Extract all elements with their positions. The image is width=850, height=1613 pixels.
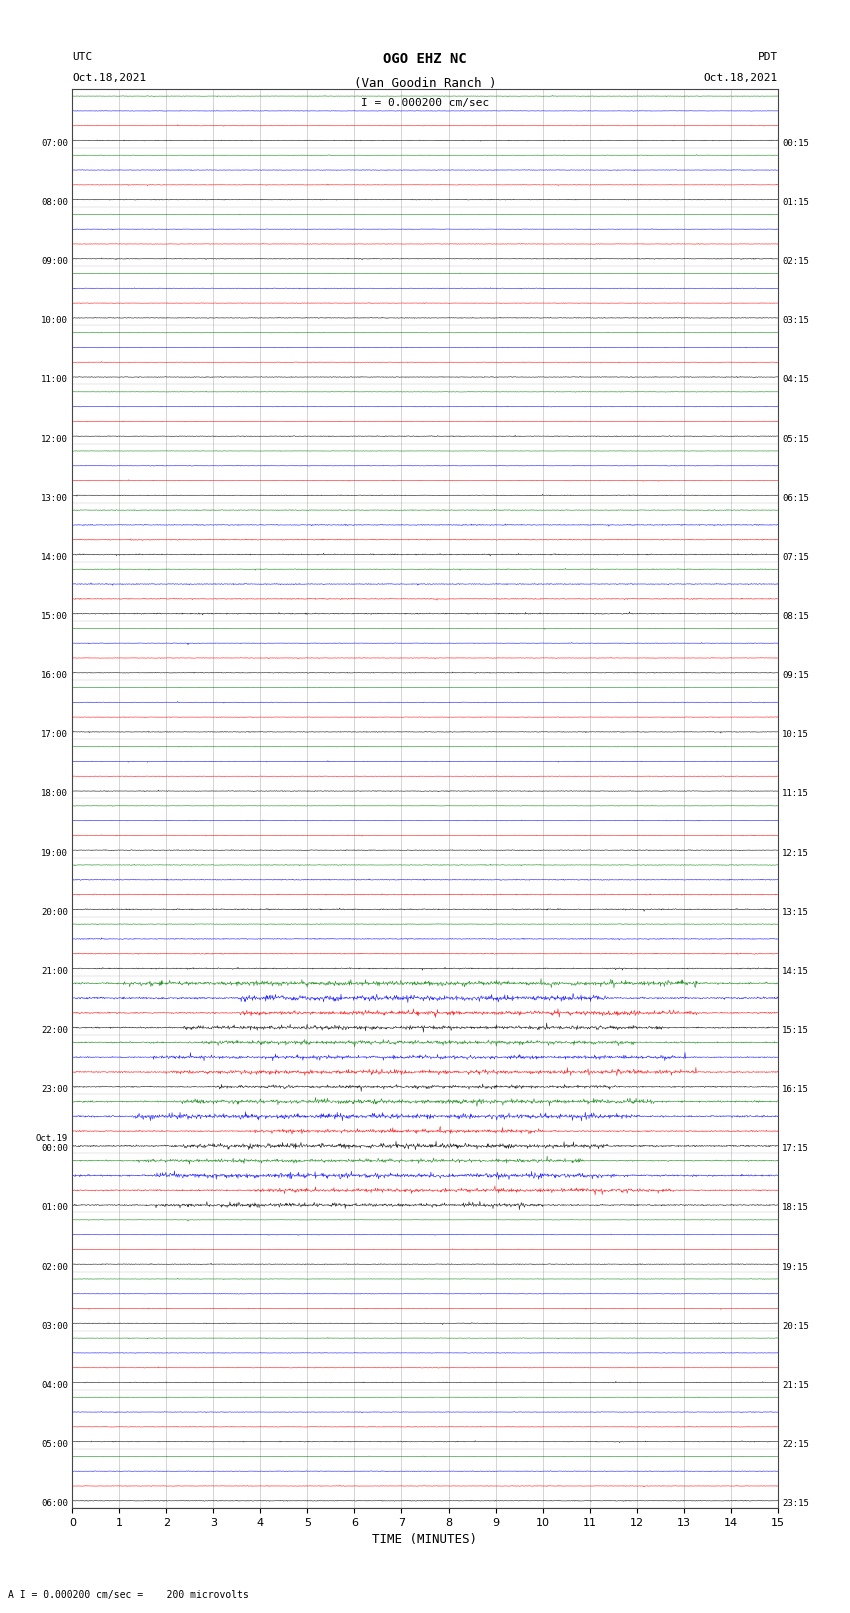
Text: 23:00: 23:00 xyxy=(41,1086,68,1094)
X-axis label: TIME (MINUTES): TIME (MINUTES) xyxy=(372,1534,478,1547)
Text: 03:00: 03:00 xyxy=(41,1321,68,1331)
Text: 10:00: 10:00 xyxy=(41,316,68,326)
Text: 02:00: 02:00 xyxy=(41,1263,68,1271)
Text: 01:15: 01:15 xyxy=(782,198,809,206)
Text: 16:15: 16:15 xyxy=(782,1086,809,1094)
Text: 13:15: 13:15 xyxy=(782,908,809,916)
Text: 23:15: 23:15 xyxy=(782,1498,809,1508)
Text: 09:15: 09:15 xyxy=(782,671,809,681)
Text: 04:00: 04:00 xyxy=(41,1381,68,1390)
Text: (Van Goodin Ranch ): (Van Goodin Ranch ) xyxy=(354,77,496,90)
Text: 05:15: 05:15 xyxy=(782,434,809,444)
Text: 18:15: 18:15 xyxy=(782,1203,809,1213)
Text: 20:00: 20:00 xyxy=(41,908,68,916)
Text: 18:00: 18:00 xyxy=(41,789,68,798)
Text: 08:00: 08:00 xyxy=(41,198,68,206)
Text: 10:15: 10:15 xyxy=(782,731,809,739)
Text: OGO EHZ NC: OGO EHZ NC xyxy=(383,52,467,66)
Text: 14:00: 14:00 xyxy=(41,553,68,561)
Text: 12:00: 12:00 xyxy=(41,434,68,444)
Text: 07:15: 07:15 xyxy=(782,553,809,561)
Text: 15:00: 15:00 xyxy=(41,611,68,621)
Text: 11:15: 11:15 xyxy=(782,789,809,798)
Text: 22:15: 22:15 xyxy=(782,1440,809,1448)
Text: I = 0.000200 cm/sec: I = 0.000200 cm/sec xyxy=(361,97,489,108)
Text: UTC: UTC xyxy=(72,52,93,63)
Text: 06:00: 06:00 xyxy=(41,1498,68,1508)
Text: 19:15: 19:15 xyxy=(782,1263,809,1271)
Text: 00:15: 00:15 xyxy=(782,139,809,148)
Text: 17:15: 17:15 xyxy=(782,1144,809,1153)
Text: 08:15: 08:15 xyxy=(782,611,809,621)
Text: A I = 0.000200 cm/sec =    200 microvolts: A I = 0.000200 cm/sec = 200 microvolts xyxy=(8,1590,249,1600)
Text: 02:15: 02:15 xyxy=(782,256,809,266)
Text: 20:15: 20:15 xyxy=(782,1321,809,1331)
Text: 01:00: 01:00 xyxy=(41,1203,68,1213)
Text: 15:15: 15:15 xyxy=(782,1026,809,1036)
Text: 21:00: 21:00 xyxy=(41,966,68,976)
Text: Oct.18,2021: Oct.18,2021 xyxy=(72,73,146,84)
Text: 21:15: 21:15 xyxy=(782,1381,809,1390)
Text: Oct.18,2021: Oct.18,2021 xyxy=(704,73,778,84)
Text: 03:15: 03:15 xyxy=(782,316,809,326)
Text: 19:00: 19:00 xyxy=(41,848,68,858)
Text: 05:00: 05:00 xyxy=(41,1440,68,1448)
Text: 13:00: 13:00 xyxy=(41,494,68,503)
Text: 11:00: 11:00 xyxy=(41,376,68,384)
Text: Oct.19
00:00: Oct.19 00:00 xyxy=(36,1134,68,1153)
Text: 12:15: 12:15 xyxy=(782,848,809,858)
Text: 14:15: 14:15 xyxy=(782,966,809,976)
Text: 16:00: 16:00 xyxy=(41,671,68,681)
Text: 06:15: 06:15 xyxy=(782,494,809,503)
Text: 17:00: 17:00 xyxy=(41,731,68,739)
Text: 04:15: 04:15 xyxy=(782,376,809,384)
Text: 09:00: 09:00 xyxy=(41,256,68,266)
Text: 07:00: 07:00 xyxy=(41,139,68,148)
Text: PDT: PDT xyxy=(757,52,778,63)
Text: 22:00: 22:00 xyxy=(41,1026,68,1036)
